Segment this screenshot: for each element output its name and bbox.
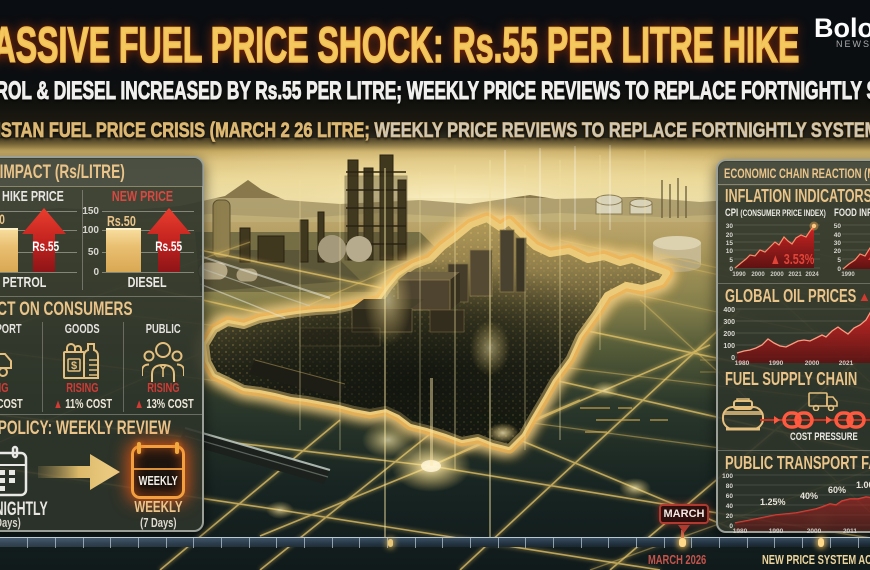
- svg-text:2000: 2000: [770, 272, 784, 276]
- svg-text:1980: 1980: [735, 360, 750, 365]
- svg-text:5: 5: [729, 257, 733, 264]
- svg-text:50: 50: [834, 223, 842, 230]
- svg-text:30: 30: [834, 240, 842, 247]
- svg-text:1990: 1990: [769, 360, 784, 365]
- svg-text:20: 20: [834, 248, 842, 255]
- svg-text:80: 80: [726, 483, 734, 490]
- svg-text:100: 100: [723, 343, 735, 350]
- svg-text:60%: 60%: [828, 485, 846, 495]
- svg-text:1.25%: 1.25%: [760, 497, 786, 507]
- svg-text:5: 5: [837, 257, 841, 264]
- svg-text:1990: 1990: [841, 272, 855, 276]
- svg-text:20: 20: [726, 513, 734, 520]
- svg-text:2024: 2024: [805, 272, 819, 276]
- svg-text:200: 200: [723, 331, 735, 338]
- svg-text:1.00%: 1.00%: [856, 480, 870, 490]
- svg-text:0: 0: [837, 266, 841, 273]
- svg-text:$: $: [71, 360, 77, 372]
- svg-text:60: 60: [726, 493, 734, 500]
- svg-text:300: 300: [723, 319, 735, 326]
- svg-text:2000: 2000: [751, 272, 765, 276]
- svg-text:20: 20: [726, 232, 734, 239]
- svg-text:100: 100: [722, 473, 733, 480]
- svg-text:2000: 2000: [807, 528, 822, 533]
- svg-text:0: 0: [731, 355, 735, 362]
- svg-text:2021: 2021: [788, 272, 802, 276]
- svg-text:2021: 2021: [839, 360, 854, 365]
- svg-text:40: 40: [726, 503, 734, 510]
- svg-text:0: 0: [729, 266, 733, 273]
- svg-text:40%: 40%: [800, 491, 818, 501]
- svg-text:10: 10: [726, 248, 734, 255]
- svg-text:400: 400: [723, 307, 735, 314]
- svg-text:30: 30: [726, 223, 734, 230]
- svg-text:15: 15: [726, 240, 734, 247]
- svg-text:2000: 2000: [805, 360, 820, 365]
- svg-text:1980: 1980: [733, 528, 748, 533]
- svg-text:1990: 1990: [732, 272, 746, 276]
- svg-text:1990: 1990: [769, 528, 784, 533]
- svg-text:0: 0: [729, 523, 733, 530]
- svg-text:40: 40: [834, 232, 842, 239]
- svg-text:2011: 2011: [843, 528, 857, 533]
